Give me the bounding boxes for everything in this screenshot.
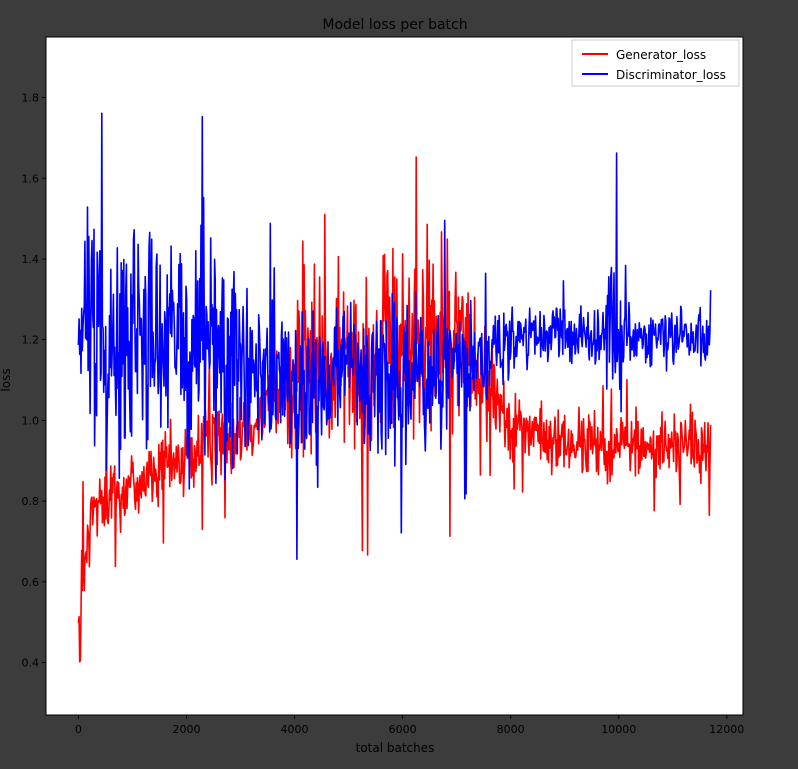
- x-tick-label: 2000: [172, 723, 200, 736]
- y-tick-label: 1.6: [22, 172, 40, 185]
- y-axis-label: loss: [0, 368, 13, 391]
- axes-layer: 0 2000 4000 6000 8000 10000 12000 0.4 0.6 0.8 1.0 1…: [22, 92, 745, 736]
- y-tick-label: 0.6: [22, 576, 40, 589]
- x-tick-label: 10000: [601, 723, 636, 736]
- y-tick-label: 0.8: [22, 495, 40, 508]
- legend-generator-label: Generator_loss: [616, 48, 706, 62]
- y-tick-label: 1.0: [22, 414, 40, 427]
- x-tick-label: 12000: [709, 723, 744, 736]
- series-layer: [77, 112, 712, 663]
- y-tick-label: 0.4: [22, 657, 40, 670]
- x-tick-label: 6000: [389, 723, 417, 736]
- x-tick-label: 8000: [497, 723, 525, 736]
- legend-discriminator-label: Discriminator_loss: [616, 68, 726, 82]
- x-axis-label: total batches: [356, 741, 435, 755]
- x-tick-label: 0: [75, 723, 82, 736]
- y-tick-label: 1.8: [22, 92, 40, 105]
- chart-title: Model loss per batch: [322, 17, 467, 33]
- legend-box: [571, 39, 740, 87]
- y-tick-label: 1.2: [22, 334, 40, 347]
- discriminator-loss-line: [77, 112, 712, 561]
- generator-loss-line: [77, 156, 712, 663]
- legend: Generator_loss Discriminator_loss: [571, 39, 740, 87]
- y-tick-label: 1.4: [22, 253, 40, 266]
- x-tick-label: 4000: [281, 723, 309, 736]
